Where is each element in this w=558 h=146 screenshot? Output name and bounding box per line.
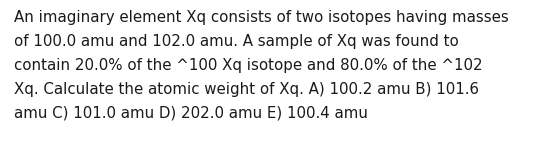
Text: contain 20.0% of the ^100 Xq isotope and 80.0% of the ^102: contain 20.0% of the ^100 Xq isotope and… [14, 58, 483, 73]
Text: amu C) 101.0 amu D) 202.0 amu E) 100.4 amu: amu C) 101.0 amu D) 202.0 amu E) 100.4 a… [14, 106, 368, 121]
Text: Xq. Calculate the atomic weight of Xq. A) 100.2 amu B) 101.6: Xq. Calculate the atomic weight of Xq. A… [14, 82, 479, 97]
Text: An imaginary element Xq consists of two isotopes having masses: An imaginary element Xq consists of two … [14, 10, 509, 25]
Text: of 100.0 amu and 102.0 amu. A sample of Xq was found to: of 100.0 amu and 102.0 amu. A sample of … [14, 34, 459, 49]
